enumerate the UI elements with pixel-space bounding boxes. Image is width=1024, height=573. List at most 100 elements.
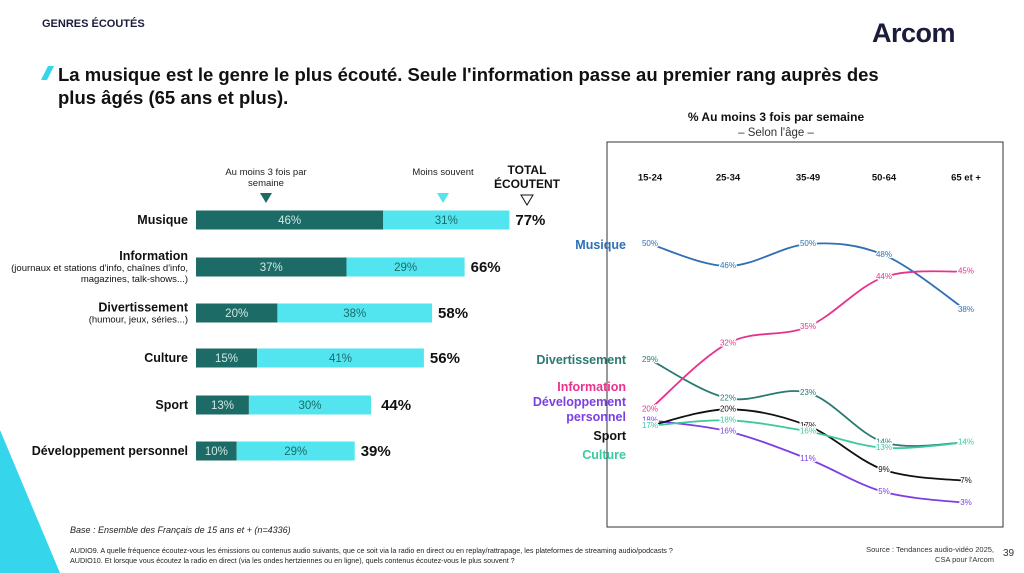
total-label: 66% xyxy=(471,259,501,276)
category-label: Divertissement (humour, jeux, séries...) xyxy=(0,301,188,326)
category-label: Développement personnel xyxy=(0,444,188,458)
line-chart-frame xyxy=(606,141,1004,528)
point-label: 18% xyxy=(720,415,736,424)
point-label: 45% xyxy=(958,267,974,276)
base-note: Base : Ensemble des Français de 15 ans e… xyxy=(70,525,291,535)
series-line xyxy=(649,408,967,482)
bar-value-label: 46% xyxy=(278,215,301,227)
point-label: 38% xyxy=(958,305,974,314)
category-label: Sport xyxy=(0,398,188,412)
bar-segment xyxy=(196,441,237,461)
footnote: AUDIO9. A quelle fréquence écoutez-vous … xyxy=(70,546,673,555)
bar-segment xyxy=(248,395,372,415)
bar-value-label: 29% xyxy=(284,446,307,458)
bar-value-label: 13% xyxy=(211,400,234,412)
bar-segment xyxy=(196,210,384,230)
point-label: 20% xyxy=(642,404,658,413)
bar-segment xyxy=(196,303,278,323)
total-label: 39% xyxy=(361,443,391,460)
total-label: 56% xyxy=(430,350,460,367)
point-label: 17% xyxy=(800,421,816,430)
category-name: Musique xyxy=(137,213,188,227)
category-label: Culture xyxy=(0,351,188,365)
footnotes: AUDIO9. A quelle fréquence écoutez-vous … xyxy=(70,546,850,566)
point-label: 22% xyxy=(720,393,736,402)
total-label: 44% xyxy=(381,397,411,414)
logo: Arcom xyxy=(872,18,956,48)
point-label: 14% xyxy=(876,437,892,446)
legend-label: Moins souvent xyxy=(412,167,474,178)
bar-value-label: 37% xyxy=(260,262,283,274)
bar-segment xyxy=(196,257,347,277)
point-label: 50% xyxy=(800,239,816,248)
point-label: 16% xyxy=(800,426,816,435)
point-label: 35% xyxy=(800,322,816,331)
legend-marker xyxy=(437,193,449,203)
legend-marker xyxy=(260,193,272,203)
bar-value-label: 15% xyxy=(215,353,238,365)
series-line xyxy=(649,242,967,311)
page-number: 39 xyxy=(1003,548,1015,559)
total-label: 58% xyxy=(438,305,468,322)
category-name: Sport xyxy=(155,398,188,412)
bar-value-label: 41% xyxy=(329,353,352,365)
footnote: AUDIO10. Et lorsque vous écoutez la radi… xyxy=(70,556,515,565)
category-note: (journaux et stations d'info, chaînes d'… xyxy=(11,263,188,285)
bar-value-label: 38% xyxy=(343,308,366,320)
legend-label: Musique xyxy=(575,238,626,252)
point-label: 17% xyxy=(642,421,658,430)
category-name: Culture xyxy=(144,351,188,365)
point-label: 23% xyxy=(800,388,816,397)
point-label: 32% xyxy=(720,338,736,347)
series-line xyxy=(649,419,967,504)
total-header: TOTAL ÉCOUTENT xyxy=(494,163,560,191)
point-label: 11% xyxy=(800,454,815,463)
bar-segment xyxy=(383,210,510,230)
point-label: 50% xyxy=(642,239,658,248)
series-line xyxy=(649,419,967,450)
x-tick-label: 65 et + xyxy=(951,173,981,184)
series-line xyxy=(649,270,967,410)
legend-label: Au moins 3 fois par semaine xyxy=(225,167,307,189)
total-label: 77% xyxy=(515,212,545,229)
corner-decoration xyxy=(0,430,60,573)
chart-subtitle: – Selon l'âge – xyxy=(738,127,814,139)
bar-value-label: 29% xyxy=(394,262,417,274)
bar-value-label: 20% xyxy=(225,308,248,320)
point-label: 14% xyxy=(958,437,974,446)
bar-segment xyxy=(277,303,433,323)
legend-label: Sport xyxy=(593,429,626,443)
category-name: Information xyxy=(119,249,188,263)
category-label: Information (journaux et stations d'info,… xyxy=(0,249,188,285)
category-name: Développement personnel xyxy=(31,444,188,458)
point-label: 3% xyxy=(960,498,972,507)
bar-value-label: 30% xyxy=(298,400,321,412)
section-label: GENRES ÉCOUTÉS xyxy=(42,18,145,30)
bar-value-label: 10% xyxy=(205,446,228,458)
legend-label: Information xyxy=(557,380,626,394)
point-label: 13% xyxy=(876,443,892,452)
bar-segment xyxy=(196,348,258,368)
series-line xyxy=(649,358,967,447)
legend-label: Divertissement xyxy=(536,353,626,367)
chart-title: % Au moins 3 fois par semaine xyxy=(688,110,865,124)
source: Source : Tendances audio-vidéo 2025, CSA… xyxy=(866,545,994,564)
x-tick-label: 25-34 xyxy=(716,173,741,184)
point-label: 5% xyxy=(878,487,890,496)
point-label: 16% xyxy=(720,426,736,435)
point-label: 7% xyxy=(960,476,972,485)
bar-segment xyxy=(196,395,249,415)
x-tick-label: 35-49 xyxy=(796,173,820,184)
bar-value-label: 31% xyxy=(435,215,458,227)
category-name: Divertissement xyxy=(98,300,188,315)
bar-segment xyxy=(236,441,355,461)
total-marker xyxy=(520,194,534,206)
point-label: 29% xyxy=(642,355,658,364)
point-label: 48% xyxy=(876,250,892,259)
point-label: 9% xyxy=(878,465,890,474)
category-note: (humour, jeux, séries...) xyxy=(88,314,188,326)
slide-title: La musique est le genre le plus écouté. … xyxy=(58,64,879,108)
x-tick-label: 50-64 xyxy=(872,173,897,184)
